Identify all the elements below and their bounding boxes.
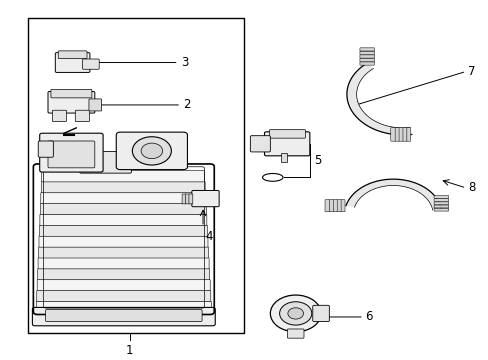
FancyBboxPatch shape: [39, 236, 207, 247]
FancyBboxPatch shape: [359, 58, 374, 62]
FancyBboxPatch shape: [332, 200, 337, 212]
FancyBboxPatch shape: [433, 195, 448, 198]
FancyBboxPatch shape: [58, 51, 87, 59]
FancyBboxPatch shape: [359, 62, 374, 65]
Circle shape: [279, 302, 311, 325]
FancyBboxPatch shape: [191, 190, 219, 207]
Text: 7: 7: [467, 65, 474, 78]
Text: 5: 5: [314, 154, 321, 167]
FancyBboxPatch shape: [359, 51, 374, 55]
FancyBboxPatch shape: [38, 258, 209, 269]
FancyBboxPatch shape: [359, 55, 374, 58]
Text: 8: 8: [467, 181, 474, 194]
FancyBboxPatch shape: [38, 141, 53, 157]
FancyBboxPatch shape: [48, 141, 95, 168]
FancyBboxPatch shape: [433, 208, 448, 211]
FancyBboxPatch shape: [182, 194, 185, 204]
FancyBboxPatch shape: [40, 225, 207, 236]
Text: 1: 1: [126, 344, 133, 357]
FancyBboxPatch shape: [55, 53, 90, 72]
FancyBboxPatch shape: [287, 329, 304, 338]
Circle shape: [141, 143, 162, 159]
FancyBboxPatch shape: [328, 200, 333, 212]
FancyBboxPatch shape: [185, 194, 189, 204]
FancyBboxPatch shape: [188, 194, 192, 204]
FancyBboxPatch shape: [433, 205, 448, 208]
FancyBboxPatch shape: [40, 203, 206, 215]
FancyBboxPatch shape: [340, 200, 345, 212]
Bar: [281, 153, 286, 162]
PathPatch shape: [346, 63, 411, 135]
Circle shape: [287, 308, 303, 319]
FancyBboxPatch shape: [40, 214, 206, 225]
FancyBboxPatch shape: [45, 310, 202, 321]
FancyBboxPatch shape: [36, 301, 211, 312]
FancyBboxPatch shape: [37, 279, 210, 291]
FancyBboxPatch shape: [39, 247, 208, 258]
FancyBboxPatch shape: [89, 99, 102, 111]
FancyBboxPatch shape: [116, 132, 187, 170]
FancyBboxPatch shape: [40, 133, 103, 172]
FancyBboxPatch shape: [269, 130, 305, 138]
FancyBboxPatch shape: [433, 199, 448, 202]
Text: 3: 3: [181, 56, 188, 69]
FancyBboxPatch shape: [48, 91, 95, 113]
FancyBboxPatch shape: [325, 200, 329, 212]
Text: 4: 4: [205, 230, 213, 243]
FancyBboxPatch shape: [75, 110, 89, 122]
FancyBboxPatch shape: [359, 48, 374, 51]
FancyBboxPatch shape: [37, 290, 210, 301]
FancyBboxPatch shape: [312, 305, 329, 321]
FancyBboxPatch shape: [390, 128, 394, 141]
FancyBboxPatch shape: [38, 269, 209, 280]
FancyBboxPatch shape: [82, 59, 99, 69]
FancyBboxPatch shape: [398, 128, 402, 141]
FancyBboxPatch shape: [32, 307, 215, 326]
FancyBboxPatch shape: [41, 171, 204, 182]
Circle shape: [132, 137, 171, 165]
Bar: [27, 18, 244, 333]
PathPatch shape: [346, 179, 441, 210]
FancyBboxPatch shape: [264, 132, 309, 156]
FancyBboxPatch shape: [433, 202, 448, 205]
FancyBboxPatch shape: [394, 128, 398, 141]
Text: 2: 2: [183, 98, 191, 112]
FancyBboxPatch shape: [402, 128, 406, 141]
FancyBboxPatch shape: [80, 152, 131, 173]
FancyBboxPatch shape: [250, 136, 270, 152]
Text: 6: 6: [365, 310, 372, 324]
FancyBboxPatch shape: [41, 181, 205, 193]
FancyBboxPatch shape: [51, 89, 92, 98]
FancyBboxPatch shape: [336, 200, 341, 212]
FancyBboxPatch shape: [406, 128, 410, 141]
FancyBboxPatch shape: [41, 193, 205, 204]
Circle shape: [270, 295, 321, 332]
FancyBboxPatch shape: [52, 110, 66, 122]
